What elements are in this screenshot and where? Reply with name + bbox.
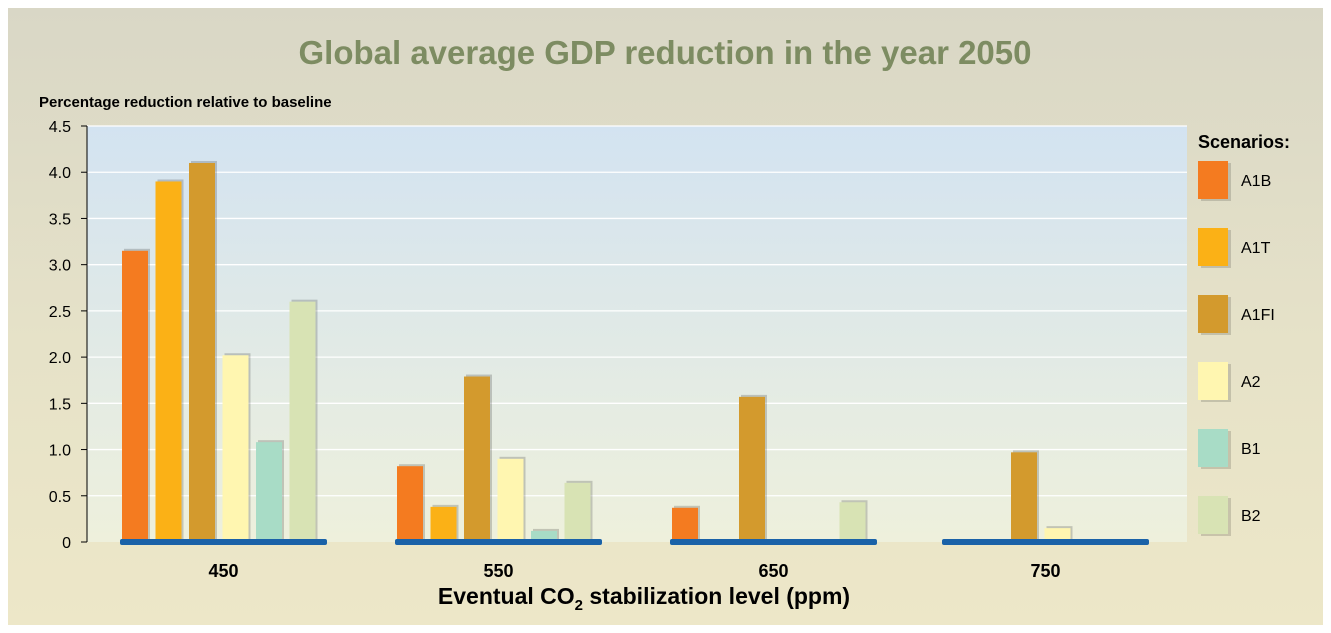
legend-label: A1FI	[1241, 307, 1275, 324]
legend-label: B2	[1241, 508, 1261, 525]
category-baseline	[670, 539, 877, 545]
x-category-label: 650	[758, 561, 788, 581]
bar-a2-550	[497, 458, 524, 542]
legend: A1B A1T A1FI A2 B1 B2	[1198, 161, 1275, 536]
y-tick-label: 4.0	[49, 165, 71, 182]
category-baseline	[120, 539, 327, 545]
x-axis-label: Eventual CO2 stabilization level (ppm)	[438, 583, 850, 614]
legend-label: A1T	[1241, 240, 1271, 257]
category-baseline	[395, 539, 602, 545]
bar-a1fi-750	[1011, 452, 1037, 542]
legend-swatch-a2	[1198, 362, 1228, 400]
legend-label: B1	[1241, 441, 1261, 458]
bars	[122, 160, 1073, 543]
legend-swatch-a1b	[1198, 161, 1228, 199]
y-tick-label: 1.0	[49, 443, 71, 460]
y-tick-label: 2.5	[49, 304, 71, 321]
bar-a2-450	[222, 355, 249, 542]
bar-chart: Global average GDP reduction in the year…	[39, 34, 1290, 614]
chart-title: Global average GDP reduction in the year…	[298, 34, 1031, 71]
y-tick-label: 3.0	[49, 258, 71, 275]
legend-label: A2	[1241, 374, 1261, 391]
bar-a1fi-450	[189, 162, 215, 542]
bar-a1b-650	[672, 507, 698, 542]
bar-b2-450	[289, 301, 316, 542]
legend-swatch-a1fi	[1198, 295, 1228, 333]
x-category-label: 750	[1030, 561, 1060, 581]
bar-a1t-450	[155, 181, 182, 542]
bar-a1fi-650	[739, 396, 765, 542]
bar-a1t-550	[430, 506, 457, 542]
legend-swatch-b1	[1198, 429, 1228, 467]
x-category-label: 550	[483, 561, 513, 581]
category-baseline	[942, 539, 1149, 545]
bar-b1-450	[256, 442, 282, 542]
legend-swatch-a1t	[1198, 228, 1228, 266]
y-tick-label: 1.5	[49, 396, 71, 413]
y-tick-label: 0.5	[49, 489, 71, 506]
bar-a1b-450	[122, 250, 148, 543]
legend-label: A1B	[1241, 173, 1271, 190]
bar-a2-750	[1044, 528, 1071, 542]
x-axis-categories: 450 550 650 750	[208, 561, 1060, 581]
chart-frame: Global average GDP reduction in the year…	[8, 8, 1323, 625]
y-tick-label: 3.5	[49, 211, 71, 228]
y-axis-label: Percentage reduction relative to baselin…	[39, 94, 332, 111]
y-tick-label: 4.5	[49, 119, 71, 136]
x-category-label: 450	[208, 561, 238, 581]
bar-b2-550	[564, 482, 591, 542]
bar-b1-550	[531, 530, 557, 542]
bar-a1fi-550	[464, 376, 490, 542]
y-tick-label: 0	[62, 535, 71, 552]
legend-title: Scenarios:	[1198, 132, 1290, 152]
legend-swatch-b2	[1198, 496, 1228, 534]
y-axis-ticks: 0 0.5 1.0 1.5 2.0 2.5 3.0 3.5 4.0 4.5	[49, 119, 88, 552]
bar-b2-650	[839, 502, 866, 542]
category-baselines	[120, 539, 1149, 545]
bar-a1b-550	[397, 466, 423, 542]
y-tick-label: 2.0	[49, 350, 71, 367]
